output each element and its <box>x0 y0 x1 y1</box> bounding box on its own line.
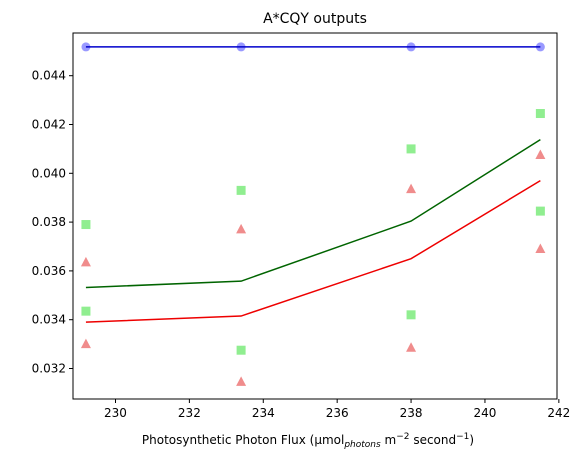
y-axis: 0.032 0.034 0.036 0.038 0.040 0.042 0.044 <box>32 69 73 376</box>
plot-frame <box>72 32 558 400</box>
y-tick-label: 0.038 <box>32 215 66 229</box>
x-axis-label-mid: m <box>381 433 397 447</box>
x-tick-label: 236 <box>326 406 349 420</box>
data-point-triangle <box>406 183 417 194</box>
y-tick-label: 0.044 <box>32 69 66 83</box>
data-point-square <box>406 144 416 154</box>
x-axis-label: Photosynthetic Photon Flux (µmolphotons … <box>142 432 474 450</box>
y-tick-label: 0.034 <box>32 313 66 327</box>
x-tick-label: 242 <box>547 406 570 420</box>
y-tick-label: 0.040 <box>32 166 66 180</box>
data-point-square <box>535 109 545 119</box>
series-line <box>85 138 541 289</box>
y-tick-label: 0.042 <box>32 118 66 132</box>
x-tick-label: 238 <box>400 406 423 420</box>
x-tick-label: 230 <box>104 406 127 420</box>
y-tick-label: 0.036 <box>32 264 66 278</box>
y-tick-label: 0.032 <box>32 362 66 376</box>
data-point-triangle <box>236 223 247 234</box>
data-point-triangle <box>406 342 417 352</box>
data-point-square <box>81 306 91 316</box>
x-tick-label: 240 <box>474 406 497 420</box>
x-axis-label-superscript-1: −2 <box>396 432 409 442</box>
data-point-triangle <box>80 338 91 349</box>
data-point-square <box>406 310 416 320</box>
data-point-square <box>81 220 91 230</box>
x-tick-label: 234 <box>252 406 275 420</box>
x-axis-label-superscript-2: −1 <box>456 432 469 442</box>
x-axis-label-end: ) <box>469 433 474 447</box>
x-tick-label: 232 <box>178 406 201 420</box>
data-point-square <box>535 206 545 216</box>
data-point-triangle <box>535 149 546 159</box>
data-point-triangle <box>80 256 91 267</box>
series-layer <box>80 42 546 386</box>
x-axis: 230 232 234 236 238 240 242 <box>104 399 570 420</box>
plot-background <box>73 33 557 399</box>
x-axis-label-mid2: second <box>410 433 457 447</box>
data-point-triangle <box>535 243 546 253</box>
data-point-square <box>236 185 246 195</box>
data-point-square <box>236 345 246 355</box>
x-axis-label-main: Photosynthetic Photon Flux (µmol <box>142 433 344 447</box>
chart-title: A*CQY outputs <box>263 11 367 27</box>
data-point-triangle <box>236 376 247 386</box>
series-line <box>85 179 541 323</box>
x-axis-label-subscript: photons <box>343 440 381 450</box>
